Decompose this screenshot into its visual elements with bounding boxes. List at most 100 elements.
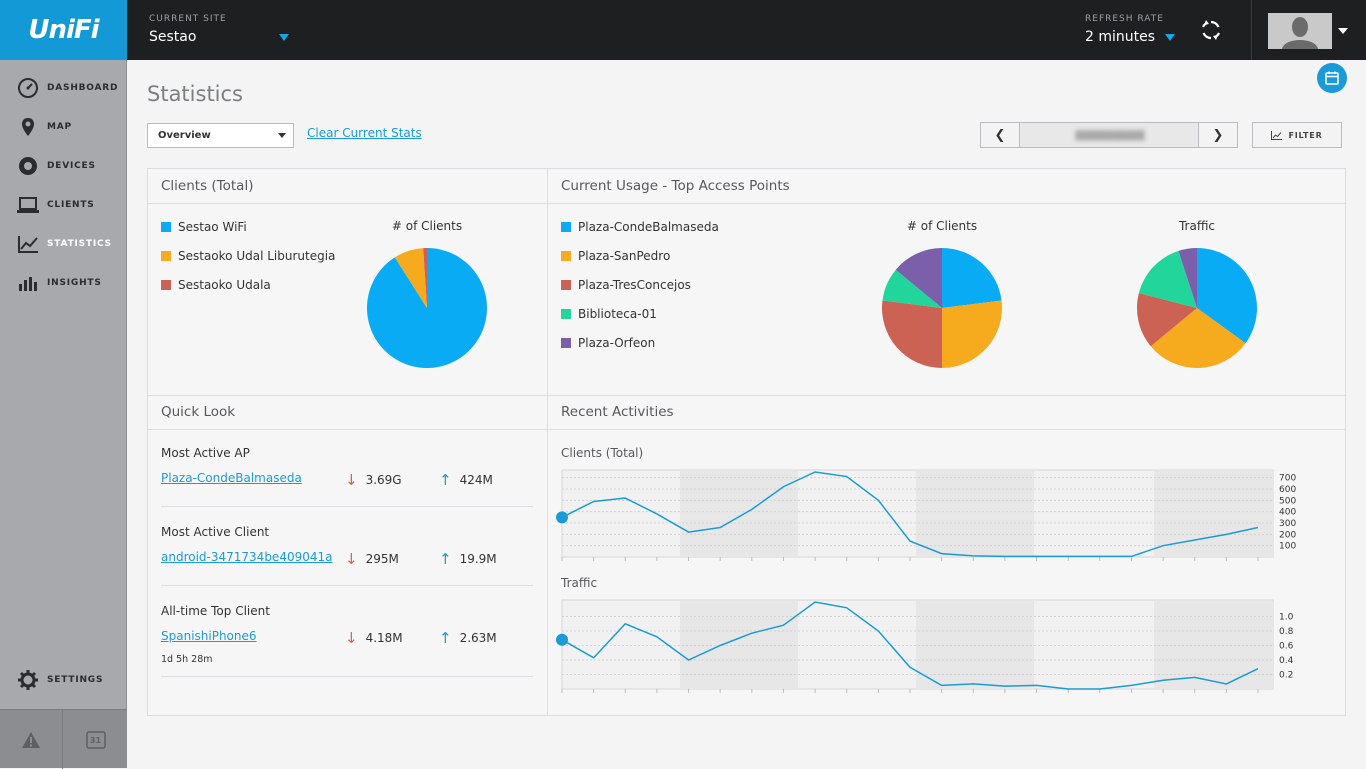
chevron-left-icon: ❮ — [994, 127, 1006, 143]
legend-swatch — [161, 279, 171, 290]
current-site-selector[interactable]: CURRENT SITE Sestao — [149, 14, 227, 45]
legend-item[interactable]: Plaza-SanPedro — [561, 241, 719, 270]
sidebar-item-label: SETTINGS — [47, 675, 104, 685]
ql-heading: Most Active Client — [161, 525, 270, 539]
alerts-button[interactable] — [0, 710, 63, 769]
arrow-up-icon: ↑ — [439, 471, 452, 489]
sidebar-item-statistics[interactable]: STATISTICS — [0, 225, 127, 263]
legend-label: Plaza-Orfeon — [578, 335, 656, 350]
legend-swatch — [161, 250, 171, 261]
y-tick-label: 1.0 — [1279, 613, 1294, 623]
traffic-line-chart[interactable]: 1.0 0.8 0.6 0.4 0.2 — [548, 597, 1308, 697]
ql-link[interactable]: android-3471734be409041a — [161, 550, 333, 564]
calendar-day: 31 — [89, 735, 102, 745]
clients-total-chart-label: Clients (Total) — [561, 446, 644, 460]
pie-slice[interactable] — [394, 248, 427, 308]
pie-slice[interactable] — [882, 269, 942, 308]
ql-download: ↓ 295M — [345, 550, 399, 568]
series-line[interactable] — [561, 471, 1259, 558]
legend-item[interactable]: Plaza-TresConcejos — [561, 270, 719, 299]
clients-total-pie-chart[interactable] — [365, 246, 489, 370]
view-select[interactable]: Overview — [147, 123, 294, 148]
filter-button[interactable]: FILTER — [1252, 122, 1342, 148]
clear-current-stats-link[interactable]: Clear Current Stats — [307, 126, 422, 140]
chart-title: # of Clients — [906, 219, 978, 233]
pie-slice[interactable] — [895, 248, 942, 308]
top-ap-clients-pie-chart[interactable] — [880, 246, 1004, 370]
night-band — [1154, 601, 1273, 689]
user-avatar[interactable] — [1268, 13, 1332, 49]
traffic-chart-label: Traffic — [561, 576, 598, 590]
section-divider — [148, 203, 547, 204]
pie-slice[interactable] — [1137, 293, 1197, 347]
sidebar-item-clients[interactable]: CLIENTS — [0, 186, 127, 224]
ql-duration: 1d 5h 28m — [161, 654, 213, 665]
top-bar: UniFi CURRENT SITE Sestao REFRESH RATE 2… — [0, 0, 1366, 60]
ql-upload-value: 19.9M — [459, 552, 497, 566]
panel-divider — [547, 169, 548, 715]
refresh-rate-selector[interactable]: REFRESH RATE 2 minutes — [1085, 14, 1164, 45]
pie-slice[interactable] — [1197, 248, 1257, 344]
refresh-rate-value[interactable]: 2 minutes — [1085, 29, 1156, 45]
pie-slice[interactable] — [1178, 248, 1197, 308]
arrow-down-icon: ↓ — [345, 629, 358, 647]
pie-slice[interactable] — [882, 300, 942, 368]
legend-swatch — [561, 221, 571, 232]
legend-item[interactable]: Sestaoko Udala — [161, 270, 335, 299]
next-period-button[interactable]: ❯ — [1198, 123, 1237, 147]
pie-slice[interactable] — [423, 248, 427, 308]
most-active-ap: Most Active AP Plaza-CondeBalmaseda ↓ 3.6… — [161, 446, 533, 489]
refresh-dropdown-icon[interactable] — [1165, 34, 1175, 41]
y-tick-label: 100 — [1279, 542, 1296, 552]
ql-upload: ↑ 19.9M — [439, 550, 497, 568]
pie-slice[interactable] — [1150, 308, 1246, 368]
unifi-logo[interactable]: UniFi — [0, 0, 127, 60]
night-band — [1154, 471, 1273, 557]
previous-period-button[interactable]: ❮ — [981, 123, 1020, 147]
site-dropdown-icon[interactable] — [279, 34, 289, 41]
legend-item[interactable]: Biblioteca-01 — [561, 299, 719, 328]
legend-item[interactable]: Sestaoko Udal Liburutegia — [161, 241, 335, 270]
date-range-display[interactable]: ▇▇▇▇▇▇▇▇▇ — [1075, 129, 1145, 141]
most-active-client: Most Active Client android-3471734be4090… — [161, 525, 533, 568]
legend-item[interactable]: Sestao WiFi — [161, 212, 335, 241]
top-access-points-legend: Plaza-CondeBalmaseda Plaza-SanPedro Plaz… — [561, 212, 719, 357]
bar-chart-icon — [17, 272, 39, 294]
pie-slice[interactable] — [1138, 250, 1197, 308]
ql-link[interactable]: SpanishiPhone6 — [161, 629, 257, 643]
ql-link[interactable]: Plaza-CondeBalmaseda — [161, 471, 302, 485]
pie-slice[interactable] — [942, 300, 1002, 368]
current-site-value[interactable]: Sestao — [149, 29, 197, 45]
sidebar-item-label: CLIENTS — [47, 200, 95, 210]
legend-item[interactable]: Plaza-CondeBalmaseda — [561, 212, 719, 241]
series-line[interactable] — [561, 601, 1259, 690]
night-band — [680, 471, 798, 557]
y-tick-label: 0.4 — [1279, 656, 1294, 666]
pie-slice[interactable] — [942, 248, 1002, 308]
top-ap-traffic-pie-chart[interactable] — [1135, 246, 1259, 370]
legend-swatch — [161, 221, 171, 232]
statistics-panel: Clients (Total) Sestao WiFi Sestaoko Uda… — [147, 168, 1346, 716]
sidebar-item-dashboard[interactable]: DASHBOARD — [0, 69, 127, 107]
chart-title: Traffic — [1178, 219, 1216, 233]
sidebar-item-settings[interactable]: SETTINGS — [0, 661, 127, 699]
laptop-icon — [17, 194, 39, 216]
sidebar-item-label: MAP — [47, 122, 72, 132]
legend-swatch — [561, 337, 571, 348]
series-start-point[interactable] — [556, 511, 568, 524]
legend-item[interactable]: Plaza-Orfeon — [561, 328, 719, 357]
user-menu-caret-icon[interactable] — [1338, 28, 1348, 34]
refresh-icon[interactable] — [1200, 19, 1222, 41]
sidebar-item-insights[interactable]: INSIGHTS — [0, 264, 127, 302]
events-calendar-button[interactable]: 31 — [64, 710, 127, 769]
series-start-point[interactable] — [556, 633, 568, 646]
filter-label: FILTER — [1288, 130, 1323, 140]
y-tick-label: 0.8 — [1279, 627, 1294, 637]
y-tick-label: 600 — [1279, 485, 1296, 495]
sidebar-item-devices[interactable]: DEVICES — [0, 147, 127, 185]
calendar-button[interactable] — [1317, 63, 1347, 93]
sidebar-item-map[interactable]: MAP — [0, 108, 127, 146]
topbar-divider — [1251, 0, 1252, 60]
y-tick-label: 0.2 — [1279, 671, 1293, 681]
